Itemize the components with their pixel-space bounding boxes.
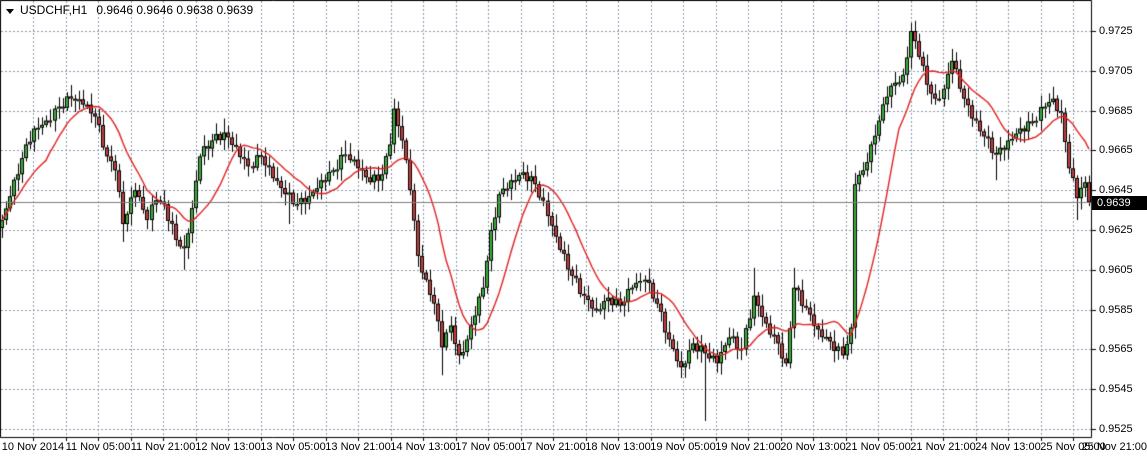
price-axis-label: 0.9525: [1099, 423, 1133, 435]
time-axis-label: 18 Nov 13:00: [585, 441, 651, 453]
chevron-down-icon[interactable]: [6, 8, 14, 14]
time-axis-label: 11 Nov 21:00: [130, 441, 196, 453]
price-axis-label: 0.9665: [1099, 144, 1133, 156]
time-axis-label: 25 Nov 05:00: [1040, 441, 1106, 453]
current-price-badge: 0.9639: [1092, 196, 1147, 210]
time-axis-label: 17 Nov 05:00: [455, 441, 521, 453]
time-axis-label: 25 Nov 21:00: [1081, 441, 1147, 453]
ohlc-values-label: 0.9646 0.9646 0.9638 0.9639: [96, 3, 254, 17]
time-axis-label: 21 Nov 21:00: [910, 441, 976, 453]
price-axis-label: 0.9705: [1099, 65, 1133, 77]
price-axis-label: 0.9565: [1099, 343, 1133, 355]
price-axis-label: 0.9585: [1099, 304, 1133, 316]
time-axis-label: 13 Nov 05:00: [260, 441, 326, 453]
time-axis-label: 13 Nov 21:00: [325, 441, 391, 453]
time-axis-label: 17 Nov 21:00: [520, 441, 586, 453]
price-axis-label: 0.9545: [1099, 383, 1133, 395]
time-axis-label: 11 Nov 05:00: [65, 441, 131, 453]
symbol-timeframe-label: USDCHF,H1: [20, 3, 88, 17]
time-axis-label: 21 Nov 05:00: [845, 441, 911, 453]
time-axis-label: 10 Nov 2014: [1, 441, 65, 453]
price-axis-label: 0.9685: [1099, 105, 1133, 117]
price-axis-label: 0.9605: [1099, 264, 1133, 276]
time-axis-label: 19 Nov 05:00: [650, 441, 716, 453]
chart-title: USDCHF,H1 0.9646 0.9646 0.9638 0.9639: [0, 0, 253, 20]
time-axis-label: 20 Nov 13:00: [780, 441, 846, 453]
time-axis-label: 14 Nov 13:00: [390, 441, 456, 453]
time-axis-label: 12 Nov 13:00: [195, 441, 261, 453]
price-axis-label: 0.9625: [1099, 224, 1133, 236]
time-axis-label: 19 Nov 21:00: [715, 441, 781, 453]
time-axis-label: 24 Nov 13:00: [975, 441, 1041, 453]
price-axis-label: 0.9645: [1099, 184, 1133, 196]
price-axis-label: 0.9725: [1099, 25, 1133, 37]
